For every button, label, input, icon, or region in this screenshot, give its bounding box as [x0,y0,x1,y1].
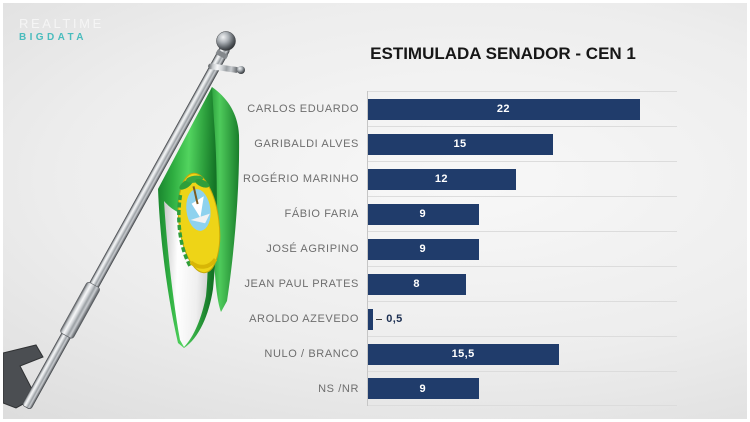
bar: 22 [367,98,640,120]
bar-track: 8 [367,266,677,301]
bar-label: ROGÉRIO MARINHO [243,172,359,185]
logo: REALTIME BIGDATA [19,16,104,44]
chart-row: ROGÉRIO MARINHO 12 [243,161,677,196]
bar [367,308,374,330]
bar: 15 [367,133,553,155]
chart-row: FÁBIO FARIA 9 [249,196,677,231]
bar: 15,5 [367,343,560,365]
bar: 8 [367,273,467,295]
bar-track: 15 [367,126,677,161]
chart-row: GARIBALDI ALVES 15 [249,126,677,161]
rio-grande-do-norte-flag-icon [3,31,245,409]
bar-track: 9 [367,231,677,266]
chart-row: AROLDO AZEVEDO 0,5 [249,301,677,336]
bar-chart: CARLOS EDUARDO 22 GARIBALDI ALVES 15 ROG… [243,91,677,406]
bar: 9 [367,203,479,225]
bar-value: 9 [419,208,427,220]
chart-axis-line [367,91,368,406]
bar-value: 9 [419,382,427,395]
bar-track: 22 [367,91,677,126]
bar: 9 [367,378,479,399]
bar-label: AROLDO AZEVEDO [249,312,359,325]
bar-track: 9 [367,196,677,231]
bar: 9 [367,238,479,260]
chart-row: NULO / BRANCO 15,5 [249,336,677,371]
logo-bigdata-text: BIGDATA [19,32,87,44]
bar-label: NS /NR [318,382,359,395]
logo-realtime-text: REALTIME [19,16,104,31]
bar-label: GARIBALDI ALVES [254,137,359,150]
bar-value: 15,5 [451,348,475,360]
bar-track: 12 [367,161,677,196]
bar: 12 [367,168,516,190]
chart-rows: CARLOS EDUARDO 22 GARIBALDI ALVES 15 ROG… [243,91,677,406]
chart-title: ESTIMULADA SENADOR - CEN 1 [370,44,636,63]
bar-track: 9 [367,371,677,406]
flag-emblem [177,172,221,274]
bar-value-outside: 0,5 [386,313,403,325]
chart-row: JOSÉ AGRIPINO 9 [249,231,677,266]
bar-value: 9 [419,243,427,255]
chart-row: JEAN PAUL PRATES 8 [244,266,677,301]
bar-value: 8 [413,278,420,290]
chart-row: CARLOS EDUARDO 22 [247,91,677,126]
bar-value: 12 [434,173,448,185]
bar-label: JOSÉ AGRIPINO [266,242,359,255]
bar-label: NULO / BRANCO [264,347,359,360]
chart-row: NS /NR 9 [249,371,677,406]
bar-label: CARLOS EDUARDO [247,102,359,115]
bar-track: 15,5 [367,336,677,371]
bar-label: FÁBIO FARIA [284,207,359,220]
bar-value: 15 [453,138,467,150]
flag-crossbar [208,63,245,74]
leader-line [376,318,383,320]
bar-value: 22 [496,103,510,115]
bar-label: JEAN PAUL PRATES [244,277,359,290]
flag-finial-ball [216,31,236,51]
bar-track: 0,5 [367,301,677,336]
